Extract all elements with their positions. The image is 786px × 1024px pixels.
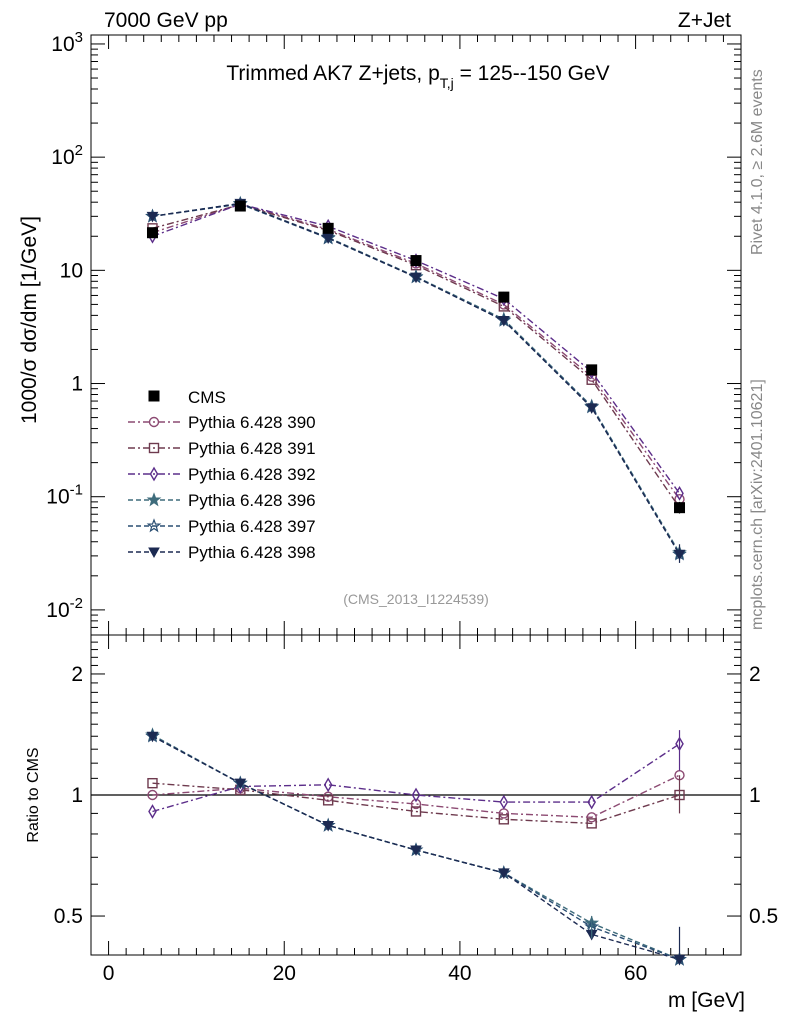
legend-marker (148, 547, 160, 559)
series-point (322, 233, 335, 245)
ratio-series-point (497, 868, 510, 879)
ratio-y-tick-label: 0.5 (54, 905, 83, 928)
ratio-series-point (147, 777, 158, 789)
legend-label: Pythia 6.428 392 (188, 465, 316, 484)
rivet-label: Rivet 4.1.0, ≥ 2.6M events (749, 69, 766, 255)
process-label: Z+Jet (678, 9, 731, 32)
ratio-y-tick-label: 1 (71, 784, 83, 807)
series-line (152, 203, 681, 509)
ratio-series-point (148, 804, 157, 819)
energy-label: 7000 GeV pp (104, 9, 228, 32)
cms-data-point (146, 227, 158, 239)
x-tick-label: 40 (448, 962, 471, 985)
legend: CMS Pythia 6.428 390 Pythia 6.428 391 Pythi… (128, 388, 316, 562)
ratio-series-point (587, 794, 596, 810)
series-point (497, 316, 510, 327)
ratio-series-point (498, 814, 510, 825)
legend-marker (146, 518, 162, 533)
legend-label: Pythia 6.428 398 (188, 543, 316, 562)
ratio-series-point (499, 794, 509, 810)
cms-data-point (322, 222, 334, 234)
main-y-tick-label: 10-2 (46, 595, 83, 622)
legend-label: Pythia 6.428 396 (188, 491, 316, 510)
ratio-series-point (146, 731, 159, 743)
series-point (585, 403, 598, 414)
mcplots-label: mcplots.cern.ch [arXiv:2401.10621] (749, 379, 766, 630)
ratio-series-point (410, 845, 422, 856)
cms-data-point (586, 364, 598, 376)
cms-data-point (498, 291, 510, 303)
ratio-series-point (322, 795, 334, 806)
legend-marker (146, 492, 162, 507)
main-y-tick-label: 103 (51, 29, 83, 56)
series-point (146, 211, 159, 223)
ratio-axis-ticks: 0.5 0.51 12 20 20 40 60 (54, 635, 778, 985)
analysis-label: (CMS_2013_I1224539) (343, 591, 489, 607)
x-tick-label: 60 (624, 962, 647, 985)
ratio-series-point (411, 787, 421, 803)
ratio-y-tick-label: 2 (71, 663, 83, 686)
legend-marker (148, 416, 160, 428)
ratio-y-tick-label-right: 0.5 (749, 905, 778, 928)
ratio-plot-marks (145, 727, 687, 966)
x-tick-label: 0 (103, 962, 115, 985)
cms-data-point (234, 200, 246, 212)
series-point (675, 485, 684, 501)
ratio-series-point (234, 778, 247, 790)
legend-label: Pythia 6.428 390 (188, 413, 316, 432)
ratio-series-point (322, 820, 335, 832)
ratio-y-axis-label: Ratio to CMS (25, 747, 42, 842)
main-y-axis-label: 1000/σ dσ/dm [1/GeV] (18, 216, 41, 424)
legend-label: Pythia 6.428 391 (188, 439, 316, 458)
ratio-series-line (152, 782, 680, 825)
main-y-tick-label: 102 (51, 142, 83, 169)
series-point (410, 272, 422, 284)
main-axis-ticks: 10-2 10-1 1 10 102 103 (46, 29, 741, 636)
ratio-series-point (586, 812, 597, 823)
ratio-series-point (586, 818, 597, 829)
ratio-series-point (410, 798, 422, 810)
x-tick-label: 20 (273, 962, 296, 985)
main-y-tick-label: 1 (71, 373, 83, 396)
x-axis-label: m [GeV] (668, 989, 745, 1012)
legend-marker (149, 466, 159, 482)
main-y-tick-label: 10 (60, 259, 83, 282)
ratio-y-tick-label-right: 2 (749, 663, 761, 686)
legend-marker (148, 390, 160, 402)
legend-marker (148, 442, 160, 454)
main-plot-marks (145, 195, 687, 563)
legend-label: Pythia 6.428 397 (188, 517, 316, 536)
ratio-series-line (152, 774, 680, 819)
ratio-series-point (323, 777, 333, 793)
legend-label: CMS (188, 388, 226, 407)
ratio-y-tick-label-right: 1 (749, 784, 761, 807)
main-plot-title: Trimmed AK7 Z+jets, pT,j = 125--150 GeV (226, 62, 609, 91)
main-y-tick-label: 10-1 (46, 482, 83, 509)
cms-data-point (410, 255, 422, 267)
ratio-series-point (410, 806, 422, 817)
ratio-series-point (147, 789, 158, 801)
